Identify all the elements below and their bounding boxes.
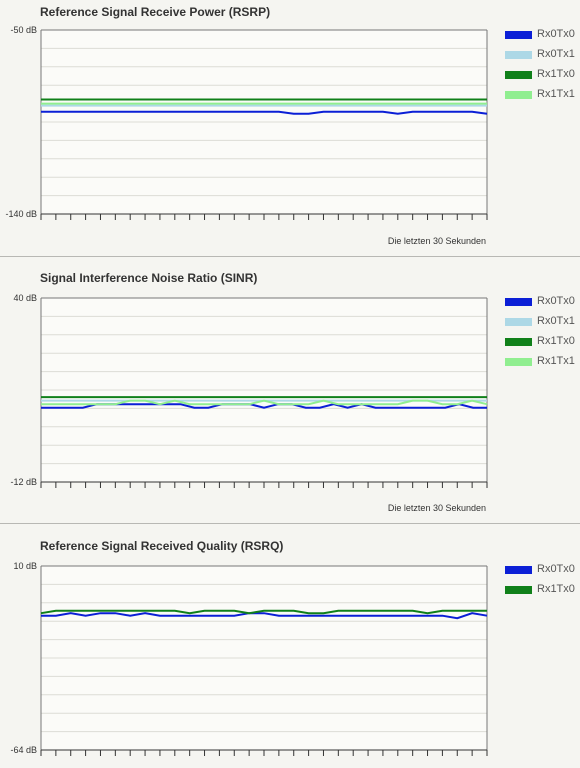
- sinr-title: Signal Interference Noise Ratio (SINR): [40, 271, 258, 285]
- legend-swatch: [505, 338, 532, 346]
- y-tick-label-top: 10 dB: [13, 561, 37, 571]
- legend-label: Rx1Tx1: [537, 355, 575, 367]
- series-line-rx0tx0: [41, 612, 488, 620]
- sinr-caption: Die letzten 30 Sekunden: [387, 503, 486, 513]
- legend-label: Rx0Tx1: [537, 48, 575, 60]
- legend-label: Rx0Tx0: [537, 295, 575, 307]
- y-tick-label-top: 40 dB: [13, 293, 37, 303]
- legend-swatch: [505, 298, 532, 306]
- y-tick-label-bottom: -140 dB: [5, 209, 37, 219]
- rsrq-panel: Reference Signal Received Quality (RSRQ)…: [0, 534, 580, 768]
- series-line-rx1tx0: [40, 609, 487, 615]
- series-line-rx1tx1: [41, 399, 488, 406]
- legend-label: Rx1Tx1: [537, 88, 575, 100]
- legend-label: Rx1Tx0: [537, 335, 575, 347]
- y-tick-label-bottom: -12 dB: [10, 477, 37, 487]
- rsrp-title: Reference Signal Receive Power (RSRP): [40, 5, 271, 19]
- legend-label: Rx0Tx0: [537, 28, 575, 40]
- legend-swatch: [505, 586, 532, 594]
- legend-swatch: [505, 31, 532, 39]
- rsrp-panel: Reference Signal Receive Power (RSRP) -5…: [0, 0, 580, 256]
- rsrp-caption: Die letzten 30 Sekunden: [387, 236, 486, 246]
- rsrq-title: Reference Signal Received Quality (RSRQ): [40, 539, 284, 553]
- legend-label: Rx0Tx1: [537, 315, 575, 327]
- sinr-chart: 40 dB -12 dB: [10, 293, 488, 488]
- divider-2: [0, 523, 580, 524]
- legend-swatch: [505, 51, 532, 59]
- y-tick-label-top: -50 dB: [10, 25, 37, 35]
- rsrp-chart: -50 dB -140 dB: [5, 25, 488, 220]
- legend-swatch: [505, 318, 532, 326]
- legend-swatch: [505, 358, 532, 366]
- series-line-rx0tx0: [41, 110, 488, 115]
- legend-swatch: [505, 91, 532, 99]
- sinr-panel: Signal Interference Noise Ratio (SINR) 4…: [0, 266, 580, 522]
- divider-1: [0, 256, 580, 257]
- legend-swatch: [505, 566, 532, 574]
- legend-label: Rx0Tx0: [537, 563, 575, 575]
- legend-swatch: [505, 71, 532, 79]
- rsrq-chart: 10 dB -64 dB: [10, 561, 488, 756]
- y-tick-label-bottom: -64 dB: [10, 745, 37, 755]
- legend-label: Rx1Tx0: [537, 68, 575, 80]
- legend-label: Rx1Tx0: [537, 583, 575, 595]
